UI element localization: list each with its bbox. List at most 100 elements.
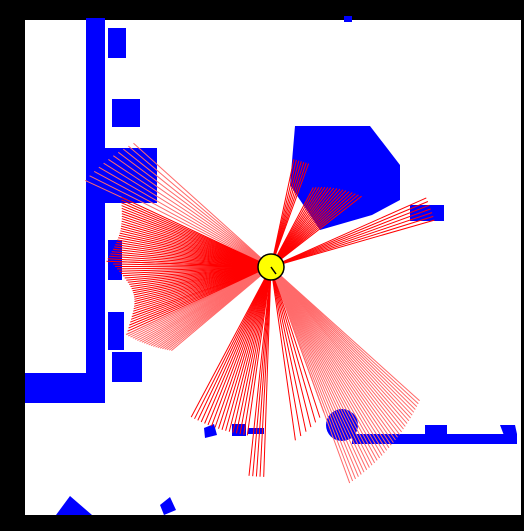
- obstacle-polygon-right: [290, 126, 400, 230]
- laser-beam: [270, 266, 385, 454]
- block-left-small-2: [108, 312, 124, 350]
- laser-beam: [270, 204, 430, 268]
- laser-beam: [270, 266, 376, 464]
- wall-bottom-right: [352, 434, 517, 444]
- laser-beam: [93, 170, 272, 268]
- laser-beam: [270, 266, 416, 410]
- robot[interactable]: [257, 253, 285, 281]
- laser-beam: [270, 266, 388, 451]
- laser-beam: [270, 266, 411, 419]
- laser-beam: [270, 266, 415, 413]
- wall-left-vertical: [86, 18, 105, 403]
- laser-beam: [133, 142, 272, 268]
- laser-beam: [270, 266, 351, 484]
- block-left-small-1: [108, 240, 122, 280]
- block-left-large: [97, 148, 157, 203]
- laser-beam: [270, 266, 302, 437]
- laser-beam: [270, 266, 418, 407]
- laser-beam: [270, 266, 383, 456]
- obstacle-layer: [25, 16, 517, 515]
- block-bottom-left-1: [204, 424, 217, 438]
- block-bottom-left-2: [232, 424, 246, 436]
- laser-beam: [214, 266, 272, 428]
- laser-beam: [211, 266, 272, 427]
- block-top-edge: [344, 16, 352, 22]
- laser-beam: [255, 266, 272, 477]
- laser-beam: [263, 266, 272, 477]
- laser-beam: [248, 266, 272, 476]
- laser-beam: [225, 266, 272, 431]
- laser-beam: [200, 266, 272, 423]
- laser-beam: [270, 266, 406, 427]
- laser-beam: [270, 266, 365, 473]
- laser-beam: [270, 266, 413, 416]
- laser-beam: [197, 266, 272, 421]
- laser-beam: [270, 266, 390, 449]
- laser-beam: [270, 266, 359, 477]
- laser-beam: [204, 266, 272, 424]
- laser-beam: [98, 166, 272, 268]
- laser-scan-layer: [84, 142, 435, 484]
- laser-beam: [270, 266, 317, 423]
- laser-beam: [270, 212, 433, 268]
- laser-beam: [113, 155, 272, 268]
- laser-beam: [270, 266, 396, 441]
- laser-beam: [270, 197, 427, 268]
- laser-beam: [270, 266, 402, 433]
- laser-beam: [270, 266, 394, 443]
- laser-beam: [270, 266, 420, 402]
- laser-beam: [270, 266, 404, 430]
- block-corner-bottom: [56, 496, 92, 515]
- laser-beam: [270, 266, 400, 435]
- laser-beam: [270, 266, 381, 459]
- block-top-small: [108, 28, 126, 58]
- laser-beam: [128, 145, 272, 268]
- laser-beam: [270, 266, 296, 441]
- laser-beam: [270, 266, 312, 428]
- laser-beam: [270, 195, 362, 268]
- wall-bottom-left: [25, 373, 105, 403]
- laser-beam: [89, 175, 272, 268]
- laser-beam: [218, 266, 272, 429]
- laser-beam: [117, 151, 272, 268]
- laser-beam: [270, 266, 419, 405]
- laser-beam: [194, 266, 272, 420]
- laser-beam: [270, 201, 429, 268]
- laser-beam: [270, 266, 373, 466]
- laser-beam: [232, 266, 272, 433]
- laser-beam: [270, 266, 362, 475]
- laser-beam: [270, 266, 408, 424]
- laser-beam: [171, 266, 272, 351]
- laser-beam: [122, 148, 272, 268]
- laser-beam: [108, 158, 272, 268]
- laser-beam: [221, 266, 272, 430]
- laser-beam: [270, 219, 435, 268]
- laser-beam: [270, 266, 392, 446]
- laser-beam: [270, 266, 370, 468]
- laser-beam: [270, 194, 359, 268]
- laser-beam: [207, 266, 272, 426]
- laser-beam: [270, 266, 354, 482]
- block-bottom-right-a: [425, 425, 447, 437]
- laser-beam: [270, 163, 310, 268]
- laser-beam: [270, 266, 321, 418]
- laser-beam: [270, 266, 307, 432]
- block-left-small-3: [112, 352, 142, 382]
- laser-beam: [270, 266, 378, 461]
- block-top-mid: [112, 99, 140, 127]
- laser-beam: [190, 266, 272, 418]
- block-bottom-right-b: [500, 425, 517, 438]
- laser-beam: [259, 266, 272, 477]
- laser-beam: [246, 266, 272, 436]
- laser-beam: [239, 266, 272, 435]
- laser-beam: [228, 266, 272, 432]
- laser-beam: [270, 266, 410, 422]
- block-small-bottom-mid: [160, 497, 176, 515]
- laser-beam: [235, 266, 272, 434]
- laser-beam: [270, 208, 431, 268]
- laser-beam: [252, 266, 272, 477]
- laser-beam: [270, 266, 368, 471]
- laser-beam: [243, 266, 272, 435]
